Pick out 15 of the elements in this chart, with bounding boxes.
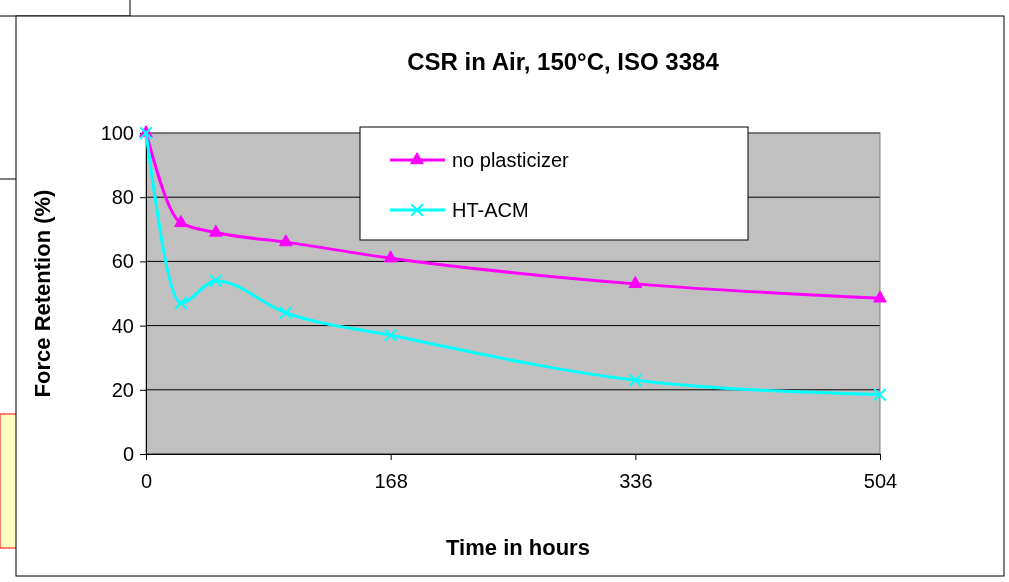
y-tick-label: 20: [111, 378, 134, 401]
legend-label: no plasticizer: [452, 149, 570, 171]
y-axis-title: Force Retention (%): [30, 189, 55, 398]
x-tick-label: 0: [140, 470, 153, 493]
y-tick-label: 100: [100, 121, 134, 144]
x-tick-label: 168: [374, 470, 408, 493]
x-axis-title: Time in hours: [446, 535, 590, 560]
x-tick-label: 336: [619, 470, 653, 493]
y-tick-label: 60: [111, 250, 134, 273]
chart-title: CSR in Air, 150°C, ISO 3384: [407, 48, 720, 75]
y-tick-label: 40: [111, 314, 134, 337]
y-tick-label: 80: [111, 186, 134, 209]
x-tick-label: 504: [863, 470, 898, 493]
y-tick-label: 0: [122, 442, 134, 465]
legend-label: HT-ACM: [452, 199, 529, 221]
